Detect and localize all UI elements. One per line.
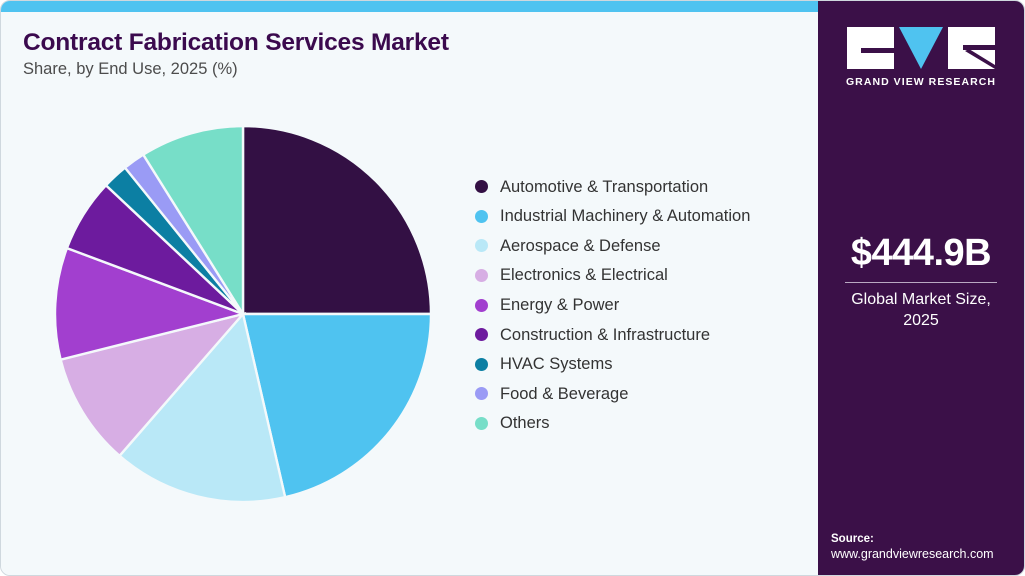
legend-item-label: Energy & Power (500, 295, 620, 314)
stat-divider (845, 281, 997, 283)
brand-logo: GRAND VIEW RESEARCH (818, 27, 1024, 88)
legend-color-swatch-icon (475, 387, 488, 401)
legend-item-label: Electronics & Electrical (500, 266, 668, 285)
brand-panel: GRAND VIEW RESEARCH $444.9B Global Marke… (818, 1, 1024, 575)
gvr-logo-icon (847, 27, 995, 69)
pie-slice (117, 311, 287, 502)
legend-item[interactable]: Aerospace & Defense (475, 231, 805, 261)
legend-item[interactable]: Food & Beverage (475, 379, 805, 409)
pie-chart (55, 126, 431, 502)
legend-item-label: Food & Beverage (500, 384, 629, 403)
legend-item[interactable]: Energy & Power (475, 290, 805, 320)
legend-color-swatch-icon (475, 328, 488, 342)
pie-slice (55, 246, 248, 362)
legend-color-swatch-icon (475, 269, 488, 283)
legend-item[interactable]: Industrial Machinery & Automation (475, 202, 805, 232)
source-label: Source: (831, 533, 874, 545)
legend-item-label: Construction & Infrastructure (500, 325, 711, 344)
market-size-stat: $444.9B Global Market Size, 2025 (818, 232, 1024, 332)
page-subtitle: Share, by End Use, 2025 (%) (23, 60, 238, 78)
page-title: Contract Fabrication Services Market (23, 29, 449, 56)
legend-item-label: Aerospace & Defense (500, 236, 661, 255)
legend-item[interactable]: HVAC Systems (475, 350, 805, 380)
legend-item-label: Automotive & Transportation (500, 177, 709, 196)
legend-item[interactable]: Electronics & Electrical (475, 261, 805, 291)
pie-slice (59, 311, 247, 458)
legend-color-swatch-icon (475, 417, 488, 431)
market-size-caption: Global Market Size, 2025 (851, 290, 991, 330)
pie-slice (241, 126, 431, 316)
legend-item-label: Others (500, 414, 550, 433)
top-accent-bar (1, 1, 820, 12)
source-url[interactable]: www.grandviewresearch.com (831, 547, 994, 561)
pie-slice (141, 126, 245, 319)
source-block: Source: www.grandviewresearch.com (831, 533, 1024, 561)
pie-chart-svg (55, 126, 431, 502)
legend-color-swatch-icon (475, 209, 488, 223)
legend-color-swatch-icon (475, 298, 488, 312)
market-size-value: $444.9B (850, 232, 992, 274)
legend-color-swatch-icon (475, 180, 488, 194)
pie-slice (241, 312, 431, 499)
legend-item[interactable]: Others (475, 409, 805, 439)
chart-pane: Contract Fabrication Services Market Sha… (1, 12, 820, 575)
legend-item[interactable]: Automotive & Transportation (475, 172, 805, 202)
pie-slice-group (55, 126, 431, 502)
legend-color-swatch-icon (475, 357, 488, 371)
legend-item-label: Industrial Machinery & Automation (500, 207, 751, 226)
legend-color-swatch-icon (475, 239, 488, 253)
legend-item-label: HVAC Systems (500, 355, 613, 374)
legend-item[interactable]: Construction & Infrastructure (475, 320, 805, 350)
chart-legend: Automotive & Transportation Industrial Ma… (475, 172, 805, 438)
brand-logo-text: GRAND VIEW RESEARCH (845, 76, 997, 88)
